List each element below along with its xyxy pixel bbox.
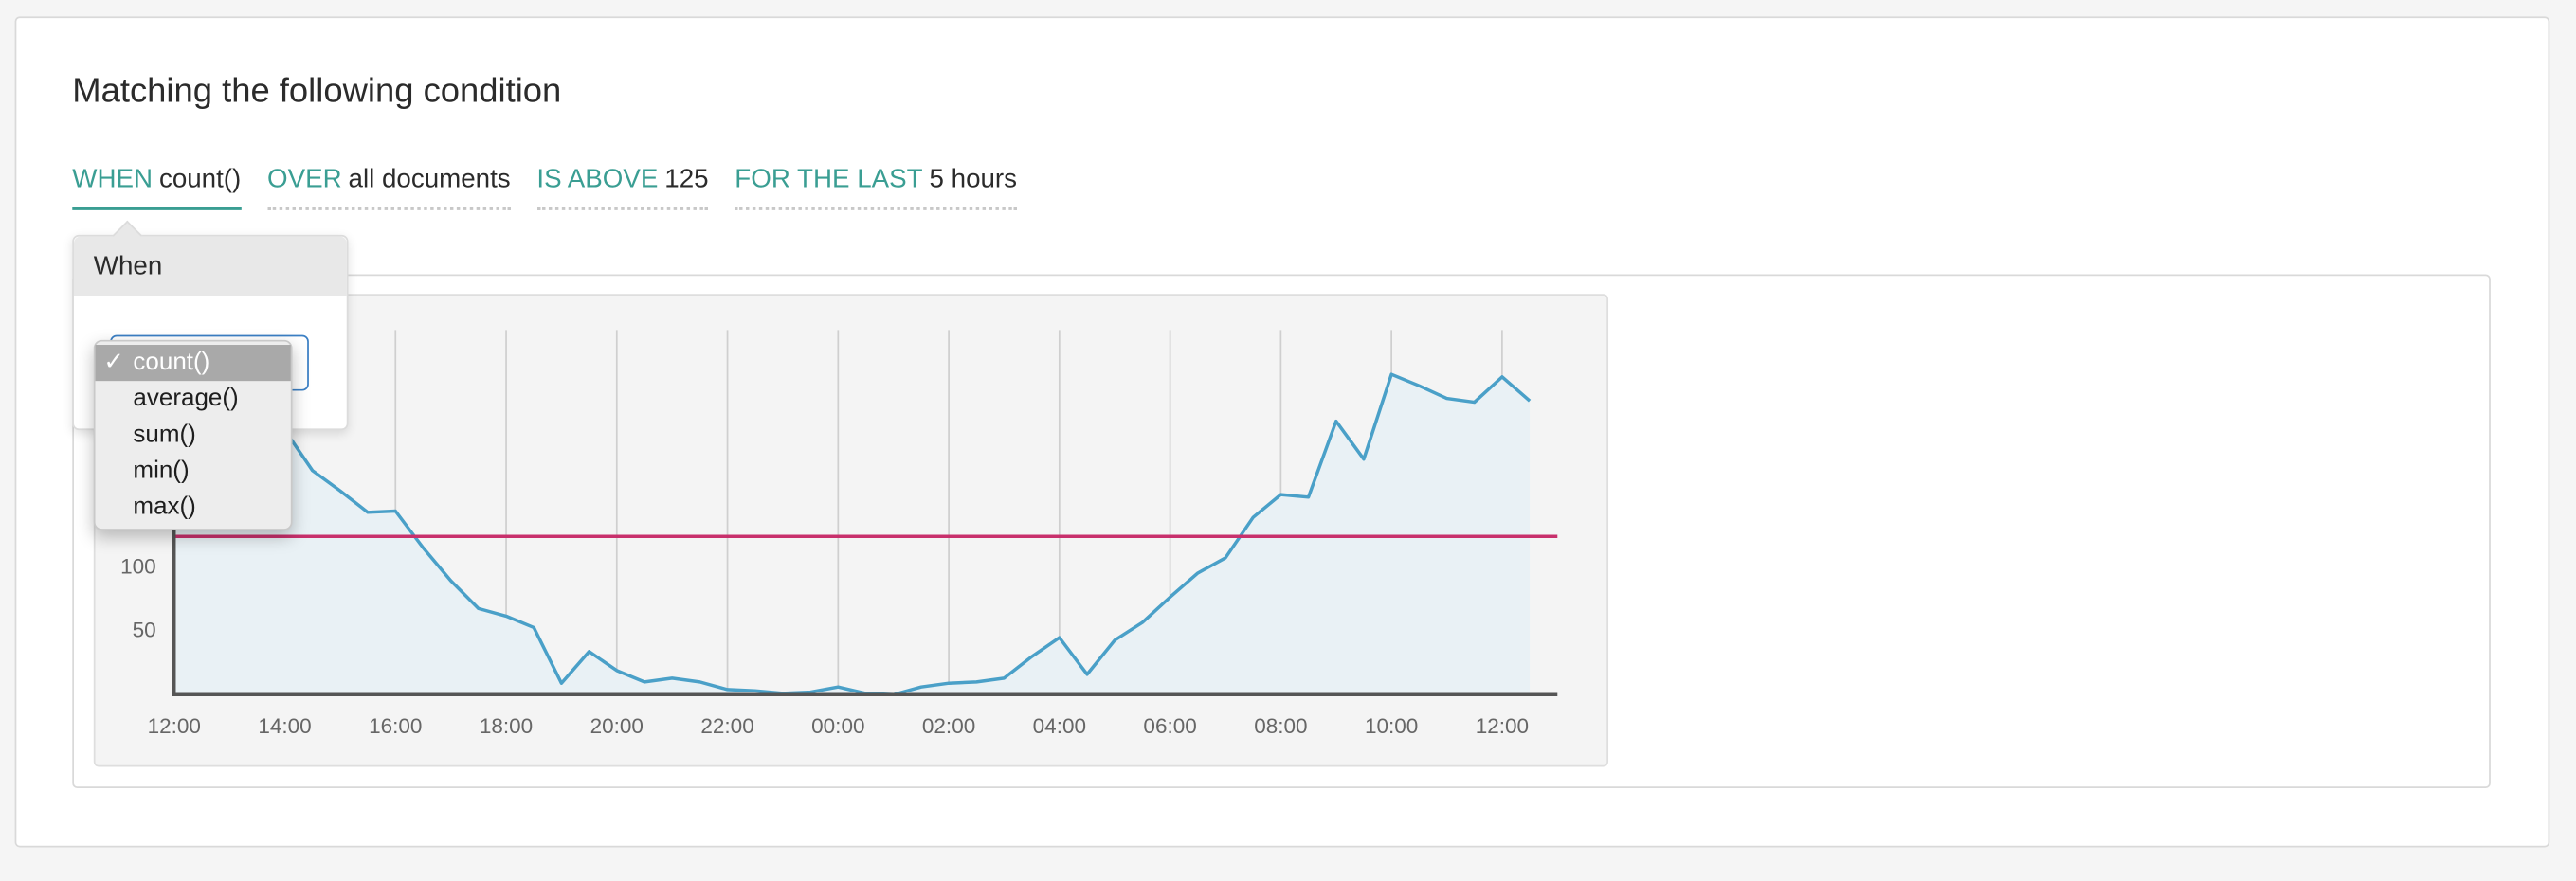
value: count()	[158, 166, 242, 194]
x-tick-label: 14:00	[258, 714, 311, 738]
line	[173, 372, 1532, 696]
dropdown-menu: count()average() sum() min() max()	[93, 339, 293, 530]
dropdown-option[interactable]: sum()	[133, 420, 196, 449]
section-title: Matching the following condition	[72, 72, 562, 111]
x-tick-label: 02:00	[922, 714, 975, 738]
dropdown-option[interactable]: min()	[133, 456, 190, 485]
dropdown-option[interactable]: count()	[95, 345, 291, 382]
keyword: OVER	[267, 166, 342, 194]
area	[173, 374, 1531, 695]
x-tick-label: 06:00	[1143, 714, 1196, 738]
y-tick-label: 50	[133, 618, 156, 641]
x-tick-label: 04:00	[1033, 714, 1086, 738]
condition-bar: WHEN count() OVER all documents IS ABOVE 12…	[72, 166, 1018, 210]
keyword: IS ABOVE	[536, 166, 659, 194]
x-tick-label: 12:00	[1476, 714, 1529, 738]
chart-container	[72, 274, 2491, 789]
x-tick-label: 00:00	[811, 714, 864, 738]
keyword: WHEN	[72, 166, 154, 194]
y-tick-label: 100	[120, 555, 156, 579]
condition-above[interactable]: IS ABOVE 125	[536, 166, 709, 210]
value: 5 hours	[929, 166, 1018, 194]
x-tick-label: 18:00	[480, 714, 533, 738]
dropdown-option[interactable]: max()	[133, 493, 196, 521]
value: 125	[664, 166, 709, 194]
keyword: FOR THE LAST	[735, 166, 923, 194]
x-tick-label: 22:00	[700, 714, 753, 738]
condition-when[interactable]: WHEN count()	[72, 166, 242, 210]
x-tick-label: 08:00	[1254, 714, 1307, 738]
dropdown-option[interactable]: average()	[133, 384, 239, 413]
x-tick-label: 16:00	[369, 714, 422, 738]
value: all documents	[348, 166, 511, 194]
condition-last[interactable]: FOR THE LAST 5 hours	[735, 166, 1018, 210]
x-tick-label: 10:00	[1365, 714, 1418, 738]
x-tick-label: 20:00	[590, 714, 644, 738]
popover-title: When	[74, 236, 347, 297]
condition-over[interactable]: OVER all documents	[267, 166, 511, 210]
x-tick-label: 12:00	[148, 714, 201, 738]
